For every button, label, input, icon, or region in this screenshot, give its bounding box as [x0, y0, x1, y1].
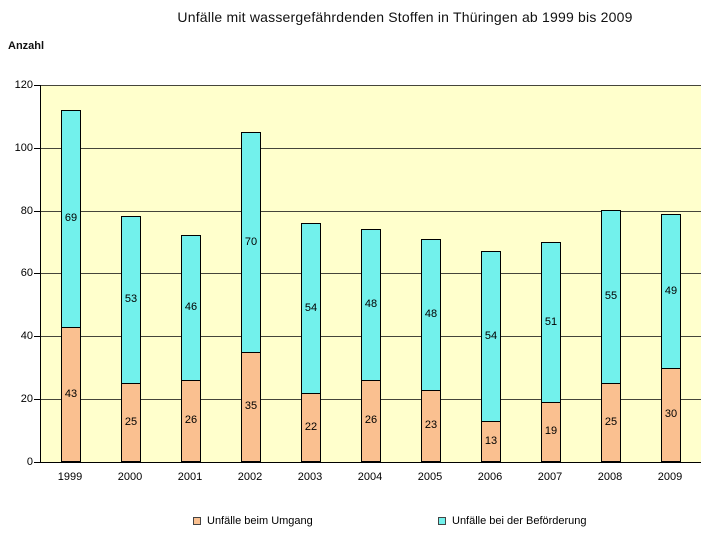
- bar-segment-umgang-2004: 26: [361, 380, 381, 462]
- legend-label-umgang: Unfälle beim Umgang: [207, 515, 313, 527]
- gridline-100: [41, 148, 701, 149]
- bar-value-label-umgang-2001: 26: [184, 413, 198, 426]
- bar-segment-umgang-1999: 43: [61, 327, 81, 462]
- y-tick-label-80: 80: [20, 205, 33, 217]
- y-tick-mark-80: [34, 211, 40, 212]
- bar-value-label-befoerderung-2004: 48: [364, 297, 378, 310]
- x-tick-label-2003: 2003: [297, 471, 323, 483]
- bar-value-label-befoerderung-2005: 48: [424, 307, 438, 320]
- bar-value-label-befoerderung-2008: 55: [604, 289, 618, 302]
- y-tick-mark-60: [34, 273, 40, 274]
- bar-value-label-umgang-2005: 23: [424, 418, 438, 431]
- y-tick-mark-40: [34, 336, 40, 337]
- x-tick-label-2004: 2004: [357, 471, 383, 483]
- legend-label-befoerderung: Unfälle bei der Beförderung: [452, 515, 587, 527]
- bar-segment-befoerderung-2003: 54: [301, 223, 321, 394]
- bar-segment-umgang-2003: 22: [301, 393, 321, 462]
- bar-segment-befoerderung-2004: 48: [361, 229, 381, 381]
- y-tick-label-100: 100: [14, 142, 33, 154]
- bar-value-label-umgang-2000: 25: [124, 415, 138, 428]
- y-tick-mark-100: [34, 148, 40, 149]
- bar-segment-befoerderung-2002: 70: [241, 132, 261, 353]
- bar-segment-umgang-2007: 19: [541, 402, 561, 462]
- legend-swatch-befoerderung: [438, 517, 446, 525]
- legend-item-umgang: Unfälle beim Umgang: [193, 515, 313, 527]
- y-axis-title: Anzahl: [8, 40, 45, 52]
- x-tick-label-2006: 2006: [477, 471, 503, 483]
- x-tick-label-2008: 2008: [597, 471, 623, 483]
- y-tick-label-120: 120: [14, 79, 33, 91]
- y-tick-label-20: 20: [20, 393, 33, 405]
- bar-segment-befoerderung-2000: 53: [121, 216, 141, 384]
- bar-value-label-umgang-2002: 35: [244, 399, 258, 412]
- bar-segment-befoerderung-2006: 54: [481, 251, 501, 422]
- bar-segment-befoerderung-2001: 46: [181, 235, 201, 381]
- bar-value-label-befoerderung-2009: 49: [664, 284, 678, 297]
- bar-value-label-umgang-2003: 22: [304, 420, 318, 433]
- bar-value-label-befoerderung-2007: 51: [544, 315, 558, 328]
- y-tick-label-60: 60: [20, 267, 33, 279]
- x-tick-label-2009: 2009: [657, 471, 683, 483]
- bar-value-label-umgang-2008: 25: [604, 415, 618, 428]
- bar-value-label-befoerderung-1999: 69: [64, 211, 78, 224]
- gridline-120: [41, 85, 701, 86]
- bar-segment-umgang-2009: 30: [661, 368, 681, 462]
- y-tick-label-0: 0: [26, 456, 33, 468]
- bar-segment-umgang-2006: 13: [481, 421, 501, 462]
- bar-value-label-umgang-2006: 13: [484, 434, 498, 447]
- x-tick-label-1999: 1999: [57, 471, 83, 483]
- bar-segment-umgang-2002: 35: [241, 352, 261, 462]
- bar-value-label-umgang-2009: 30: [664, 407, 678, 420]
- x-tick-label-2000: 2000: [117, 471, 143, 483]
- bar-segment-befoerderung-2005: 48: [421, 239, 441, 391]
- bar-value-label-befoerderung-2006: 54: [484, 329, 498, 342]
- bar-segment-umgang-2005: 23: [421, 390, 441, 462]
- y-tick-mark-20: [34, 399, 40, 400]
- bar-segment-befoerderung-2009: 49: [661, 214, 681, 369]
- x-tick-label-2007: 2007: [537, 471, 563, 483]
- bar-segment-umgang-2008: 25: [601, 383, 621, 462]
- legend-item-befoerderung: Unfälle bei der Beförderung: [438, 515, 587, 527]
- x-tick-label-2001: 2001: [177, 471, 203, 483]
- bar-segment-umgang-2000: 25: [121, 383, 141, 462]
- bar-value-label-befoerderung-2002: 70: [244, 235, 258, 248]
- bar-segment-umgang-2001: 26: [181, 380, 201, 462]
- y-tick-mark-120: [34, 85, 40, 86]
- bar-value-label-befoerderung-2001: 46: [184, 300, 198, 313]
- x-tick-label-2002: 2002: [237, 471, 263, 483]
- legend-swatch-umgang: [193, 517, 201, 525]
- y-tick-mark-0: [34, 462, 40, 463]
- bar-segment-befoerderung-1999: 69: [61, 110, 81, 328]
- bar-value-label-befoerderung-2000: 53: [124, 292, 138, 305]
- chart-title: Unfälle mit wassergefährdenden Stoffen i…: [177, 9, 633, 25]
- bar-value-label-befoerderung-2003: 54: [304, 301, 318, 314]
- x-tick-label-2005: 2005: [417, 471, 443, 483]
- plot-area: 43 69 25 53 26 46 35 70 22 54 26 48 23 48 13 54 19 51 25 55…: [40, 85, 701, 463]
- gridline-80: [41, 211, 701, 212]
- bar-value-label-umgang-2007: 19: [544, 424, 558, 437]
- bar-segment-befoerderung-2008: 55: [601, 210, 621, 384]
- bar-value-label-umgang-2004: 26: [364, 413, 378, 426]
- bar-segment-befoerderung-2007: 51: [541, 242, 561, 403]
- bar-value-label-umgang-1999: 43: [64, 387, 78, 400]
- y-tick-label-40: 40: [20, 330, 33, 342]
